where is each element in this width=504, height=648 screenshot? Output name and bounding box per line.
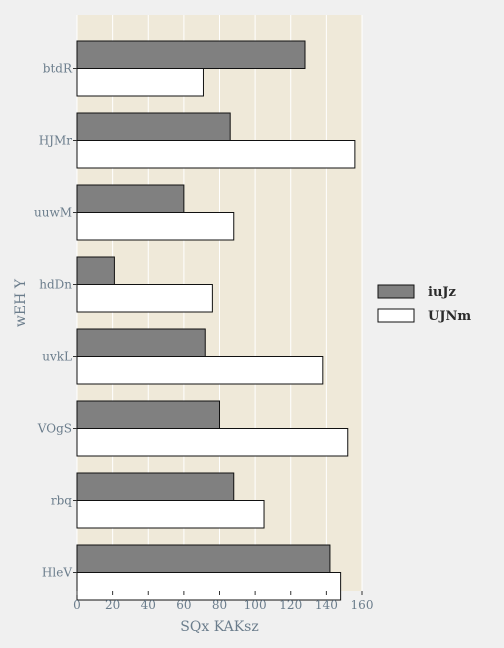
x-tick-label: 140 xyxy=(315,598,338,612)
bar-iuJz-uvkL xyxy=(77,329,205,357)
category-label: uvkL xyxy=(42,350,72,364)
bar-UJNm-btdR xyxy=(77,69,203,97)
category-label: HJMr xyxy=(39,134,73,148)
bar-UJNm-VOgS xyxy=(77,429,348,457)
bar-iuJz-uuwM xyxy=(77,185,184,213)
legend: iuJz UJNm xyxy=(378,285,471,324)
bar-UJNm-HleV xyxy=(77,573,341,601)
bar-iuJz-hdDn xyxy=(77,257,114,285)
x-tick-label: 20 xyxy=(105,598,120,612)
bar-iuJz-rbq xyxy=(77,473,234,501)
y-axis-categories: btdR HJMr uuwM hdDn uvkL VOgS rbq HleV xyxy=(34,62,77,580)
bar-UJNm-rbq xyxy=(77,501,264,529)
category-label: btdR xyxy=(43,62,73,76)
bar-iuJz-HJMr xyxy=(77,113,230,141)
bar-iuJz-btdR xyxy=(77,41,305,69)
category-label: HleV xyxy=(42,566,72,580)
x-tick-label: 60 xyxy=(176,598,191,612)
bar-UJNm-hdDn xyxy=(77,285,212,313)
legend-swatch-iuJz xyxy=(378,285,414,298)
category-label: rbq xyxy=(51,494,72,508)
category-label: VOgS xyxy=(37,422,72,436)
x-tick-label: 80 xyxy=(212,598,227,612)
category-label: hdDn xyxy=(39,278,72,292)
x-tick-label: 120 xyxy=(279,598,302,612)
bar-iuJz-HleV xyxy=(77,545,330,573)
x-tick-label: 160 xyxy=(351,598,374,612)
bar-UJNm-uvkL xyxy=(77,357,323,385)
legend-swatch-UJNm xyxy=(378,309,414,322)
x-tick-label: 100 xyxy=(244,598,267,612)
bar-UJNm-HJMr xyxy=(77,141,355,169)
legend-label: UJNm xyxy=(428,309,471,324)
x-axis-title: SQx KAKsz xyxy=(180,619,258,635)
bar-iuJz-VOgS xyxy=(77,401,220,429)
legend-label: iuJz xyxy=(428,285,456,300)
x-tick-label: 40 xyxy=(141,598,156,612)
bar-UJNm-uuwM xyxy=(77,213,234,241)
y-axis-title: wEH Y xyxy=(13,278,29,327)
x-tick-label: 0 xyxy=(73,598,81,612)
category-label: uuwM xyxy=(34,206,72,220)
